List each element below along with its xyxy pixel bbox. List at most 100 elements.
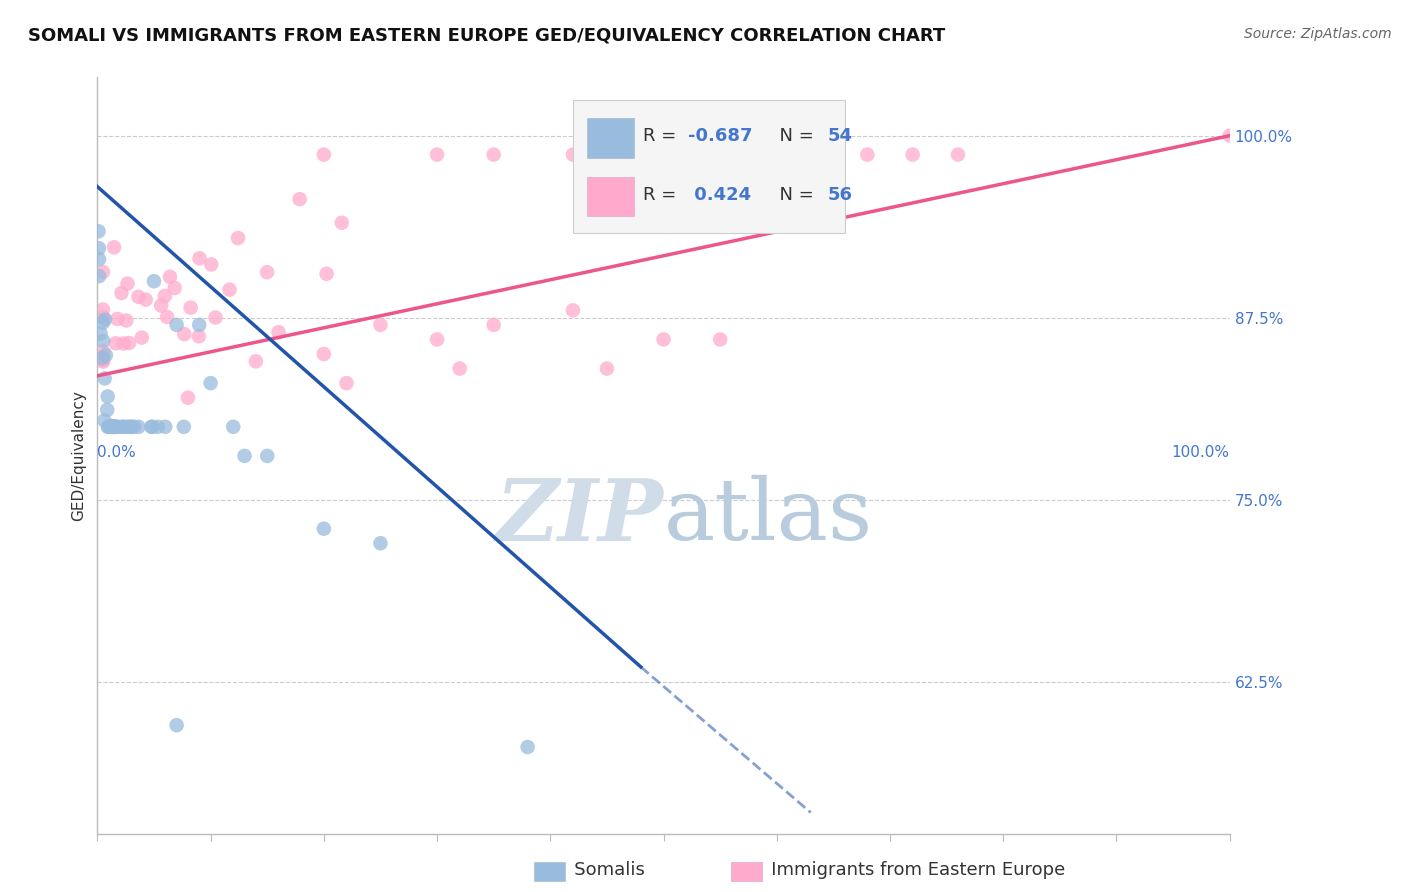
Point — [87, 241, 110, 255]
Point — [91, 353, 114, 368]
Point — [218, 283, 240, 297]
Point — [596, 361, 619, 376]
FancyBboxPatch shape — [586, 177, 634, 216]
FancyBboxPatch shape — [574, 100, 845, 233]
Point — [91, 334, 114, 348]
Point — [91, 354, 114, 368]
Point — [180, 301, 202, 315]
Text: 0.0%: 0.0% — [97, 444, 136, 459]
Point — [335, 376, 357, 391]
Point — [100, 419, 122, 434]
Text: R =: R = — [643, 186, 682, 203]
Point — [117, 277, 139, 291]
Point — [256, 449, 278, 463]
Point — [709, 333, 731, 347]
Point — [122, 419, 145, 434]
Point — [256, 265, 278, 279]
Point — [94, 348, 117, 362]
Point — [91, 265, 114, 279]
Text: SOMALI VS IMMIGRANTS FROM EASTERN EUROPE GED/EQUIVALENCY CORRELATION CHART: SOMALI VS IMMIGRANTS FROM EASTERN EUROPE… — [28, 27, 945, 45]
Point — [222, 419, 245, 434]
FancyBboxPatch shape — [586, 119, 634, 158]
Point — [173, 419, 195, 434]
Point — [370, 318, 392, 332]
Point — [107, 419, 129, 434]
Point — [110, 286, 132, 301]
Point — [103, 419, 125, 434]
Point — [652, 333, 675, 347]
Point — [150, 299, 173, 313]
Point — [187, 329, 209, 343]
Point — [103, 240, 125, 254]
Point — [115, 313, 138, 327]
Text: N =: N = — [768, 186, 820, 203]
Point — [97, 419, 120, 434]
Point — [156, 310, 179, 324]
Point — [312, 347, 335, 361]
Point — [188, 318, 211, 332]
Point — [226, 231, 249, 245]
Point — [87, 252, 110, 267]
Point — [111, 419, 134, 434]
Point — [100, 419, 122, 434]
Point — [87, 224, 110, 238]
Point — [166, 318, 188, 332]
Text: 54: 54 — [828, 128, 852, 145]
Point — [177, 391, 200, 405]
Point — [200, 257, 222, 271]
Point — [91, 310, 114, 325]
Text: R =: R = — [643, 128, 682, 145]
Point — [449, 361, 471, 376]
Y-axis label: GED/Equivalency: GED/Equivalency — [72, 391, 86, 521]
Point — [245, 354, 267, 368]
Point — [104, 419, 127, 434]
Point — [101, 419, 124, 434]
Point — [141, 419, 163, 434]
Point — [426, 333, 449, 347]
Point — [516, 739, 538, 754]
Text: -0.687: -0.687 — [689, 128, 754, 145]
Point — [155, 419, 177, 434]
Text: 56: 56 — [828, 186, 852, 203]
Point — [312, 147, 335, 161]
Point — [97, 389, 120, 403]
Point — [104, 419, 127, 434]
Point — [91, 349, 114, 363]
Point — [166, 718, 188, 732]
Point — [370, 536, 392, 550]
Point — [188, 252, 211, 266]
Point — [90, 326, 112, 341]
Point — [267, 325, 290, 339]
Point — [153, 289, 176, 303]
Point — [93, 371, 115, 385]
Point — [200, 376, 222, 391]
Point — [127, 290, 149, 304]
Point — [131, 330, 153, 344]
Point — [562, 147, 585, 161]
Point — [163, 281, 186, 295]
Point — [141, 419, 163, 434]
Point — [89, 269, 111, 284]
Point — [173, 327, 195, 342]
Point — [204, 310, 226, 325]
Point — [118, 336, 141, 351]
Point — [121, 419, 143, 434]
Point — [233, 449, 256, 463]
Point — [104, 336, 127, 351]
Point — [91, 316, 114, 330]
Point — [105, 419, 128, 434]
Point — [94, 312, 117, 326]
Point — [159, 269, 181, 284]
Point — [91, 344, 114, 359]
Point — [96, 402, 118, 417]
Point — [101, 419, 124, 434]
Point — [135, 293, 157, 307]
Point — [101, 419, 124, 434]
Point — [91, 351, 114, 366]
Point — [562, 303, 585, 318]
Point — [101, 419, 124, 434]
Text: Source: ZipAtlas.com: Source: ZipAtlas.com — [1244, 27, 1392, 41]
Point — [97, 419, 120, 434]
Point — [482, 318, 505, 332]
Point — [686, 147, 709, 161]
